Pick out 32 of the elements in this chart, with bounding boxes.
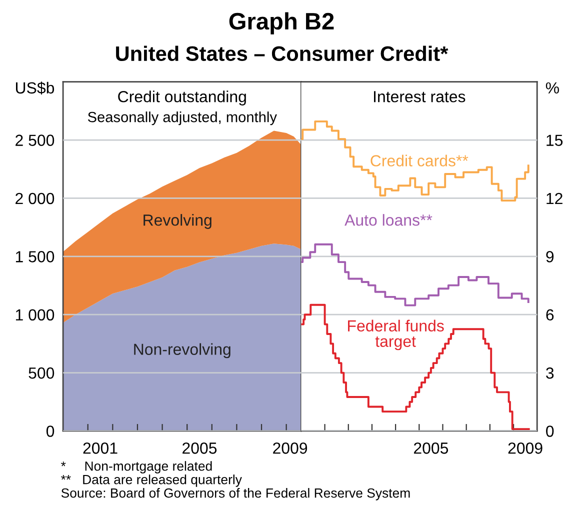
y-tick-label: 0 <box>546 426 554 437</box>
y-axis-title: US$b <box>16 82 54 95</box>
source-note: Source: Board of Governors of the Federal Reserve System <box>61 488 410 500</box>
y-tick-label: 2 000 <box>16 192 54 204</box>
series-label: Credit cards** <box>370 154 468 166</box>
series-label: Auto loans** <box>344 214 432 226</box>
y-tick-label: 6 <box>546 309 554 321</box>
y-tick-label: 9 <box>546 251 554 262</box>
y-tick-label: 0 <box>46 426 54 437</box>
x-tick-label: 2005 <box>414 442 448 454</box>
series-label: Revolving <box>144 214 212 229</box>
y-tick-label: 1 000 <box>16 309 54 321</box>
x-tick-label: 2009 <box>508 442 542 454</box>
annotation: Interest rates <box>374 91 466 102</box>
annotation: Seasonally adjusted, monthly <box>88 112 277 126</box>
annotation: Credit outstanding <box>118 90 246 106</box>
text: ** Data are released quarterly <box>61 474 242 487</box>
y-tick-label: 1 500 <box>16 251 54 262</box>
text: * Non-mortgage related <box>61 461 212 474</box>
y-tick-label: 12 <box>546 192 562 204</box>
series-label: Federal funds target <box>348 320 444 350</box>
y-tick-label: 500 <box>28 367 54 379</box>
y-tick-label: 15 <box>546 134 563 146</box>
y-tick-label: 2 500 <box>16 134 54 146</box>
chart-subtitle: United States – Consumer Credit* <box>116 46 448 62</box>
chart-title: Graph B2 <box>229 12 334 34</box>
y-axis-title: % <box>546 82 559 94</box>
y-tick-label: 3 <box>546 367 554 379</box>
x-tick-label: 2001 <box>83 442 118 454</box>
x-tick-label: 2005 <box>182 442 217 454</box>
x-tick-label: 2009 <box>273 442 308 454</box>
series-label: Non-revolving <box>134 343 230 358</box>
